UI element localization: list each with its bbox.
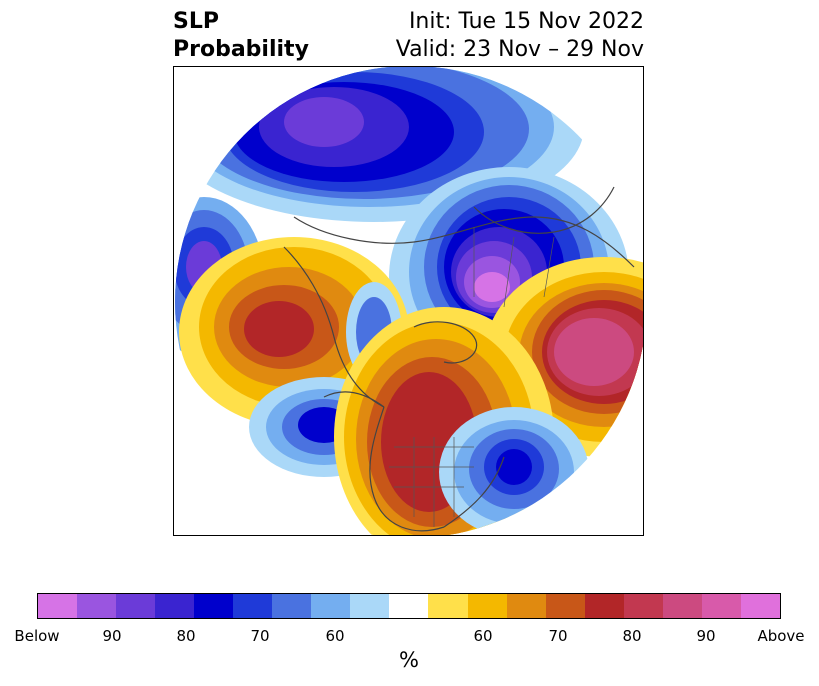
tick-label: 70 <box>250 627 270 645</box>
colorbar-swatch <box>155 594 195 618</box>
tick-label: 70 <box>548 627 568 645</box>
tick-label: 60 <box>325 627 345 645</box>
tick-label: 60 <box>473 627 493 645</box>
colorbar-swatch <box>740 594 780 618</box>
chart-title-left: SLP Probability <box>173 8 309 64</box>
colorbar-swatch <box>467 594 507 618</box>
tick-label: 90 <box>102 627 122 645</box>
title-quantity: Probability <box>173 37 309 62</box>
colorbar-unit: % <box>399 648 419 672</box>
title-variable: SLP <box>173 9 219 34</box>
map-panel <box>173 66 644 536</box>
colorbar <box>37 593 781 619</box>
probability-map <box>175 67 643 535</box>
colorbar-swatch <box>38 594 78 618</box>
colorbar-swatch <box>311 594 351 618</box>
colorbar-swatch <box>584 594 624 618</box>
colorbar-swatch <box>701 594 741 618</box>
colorbar-swatch <box>77 594 117 618</box>
tick-label: 80 <box>622 627 642 645</box>
below-region-atlantic <box>439 407 589 535</box>
tick-label: Above <box>757 627 805 645</box>
valid-range: Valid: 23 Nov – 29 Nov <box>395 37 644 62</box>
colorbar-swatch <box>233 594 273 618</box>
colorbar-swatch <box>428 594 468 618</box>
chart-title-right: Init: Tue 15 Nov 2022 Valid: 23 Nov – 29… <box>396 8 644 64</box>
tick-label: Below <box>14 627 60 645</box>
init-date: Init: Tue 15 Nov 2022 <box>408 9 644 34</box>
colorbar-swatch <box>662 594 702 618</box>
tick-label: 80 <box>176 627 196 645</box>
colorbar-swatch <box>350 594 390 618</box>
colorbar-swatch <box>116 594 156 618</box>
borders <box>389 227 555 527</box>
coastlines <box>283 186 635 532</box>
colorbar-swatch <box>272 594 312 618</box>
colorbar-swatch <box>506 594 546 618</box>
colorbar-swatch <box>545 594 585 618</box>
colorbar-swatch <box>623 594 663 618</box>
colorbar-swatch <box>389 594 429 618</box>
tick-label: 90 <box>696 627 716 645</box>
colorbar-swatch <box>194 594 234 618</box>
